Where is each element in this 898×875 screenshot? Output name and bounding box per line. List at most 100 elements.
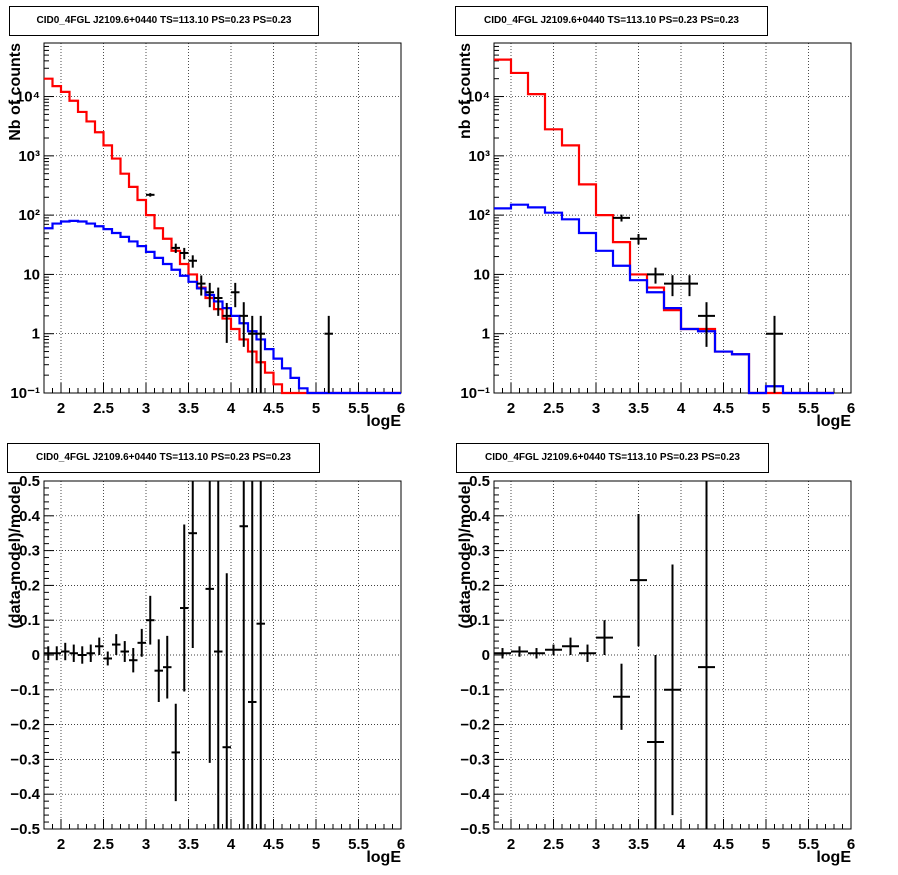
total-model-histogram xyxy=(44,77,401,395)
y-tick-label: 0.3 xyxy=(19,543,40,560)
data-points xyxy=(494,481,715,829)
data-point xyxy=(180,247,189,260)
x-tick-label: 4.5 xyxy=(713,400,734,417)
x-tick-label: 3 xyxy=(592,836,600,853)
data-point xyxy=(171,243,180,253)
data-point xyxy=(146,595,155,645)
data-point xyxy=(630,514,647,647)
data-point xyxy=(163,635,172,699)
y-tick-label: 10² xyxy=(468,207,490,224)
x-axis-label: logE xyxy=(816,849,851,866)
data-point xyxy=(214,481,223,829)
x-tick-label: 4 xyxy=(227,836,236,853)
data-point xyxy=(613,214,630,222)
data-point xyxy=(698,481,715,829)
x-tick-label: 5 xyxy=(762,836,770,853)
y-tick-label: −0.5 xyxy=(10,821,40,838)
data-point xyxy=(681,275,698,297)
component-model-histogram xyxy=(44,219,401,395)
x-tick-label: 4 xyxy=(677,400,686,417)
y-tick-label: 0.4 xyxy=(469,508,491,525)
data-point xyxy=(256,481,265,829)
data-point xyxy=(494,648,511,659)
x-tick-label: 3 xyxy=(142,400,150,417)
y-tick-label: −0.1 xyxy=(10,682,40,699)
y-tick-label: 10³ xyxy=(18,148,40,165)
data-point xyxy=(171,703,180,802)
x-tick-label: 2 xyxy=(57,836,65,853)
data-point xyxy=(613,663,630,730)
data-point xyxy=(69,644,78,662)
x-tick-label: 3.5 xyxy=(628,836,649,853)
x-tick-label: 3 xyxy=(592,400,600,417)
y-tick-label: 0.1 xyxy=(19,612,40,629)
y-tick-label: 0.5 xyxy=(469,473,490,490)
y-tick-label: 10⁻¹ xyxy=(460,385,490,402)
y-tick-label: 10³ xyxy=(468,148,490,165)
data-point xyxy=(197,275,206,296)
x-tick-label: 4.5 xyxy=(263,836,284,853)
y-axis-label: nb of counts xyxy=(457,43,474,139)
x-tick-label: 3.5 xyxy=(178,836,199,853)
x-tick-label: 5.5 xyxy=(348,400,369,417)
y-tick-label: 10 xyxy=(23,266,40,283)
y-tick-label: 0.5 xyxy=(19,473,40,490)
y-tick-label: −0.2 xyxy=(460,717,490,734)
x-axis-label: logE xyxy=(366,849,401,866)
y-tick-label: −0.2 xyxy=(10,717,40,734)
data-point xyxy=(205,481,214,763)
data-points xyxy=(613,214,783,393)
y-axis-label: Nb of counts xyxy=(7,43,24,141)
y-tick-label: −0.1 xyxy=(460,682,490,699)
data-point xyxy=(596,620,613,655)
data-points xyxy=(146,193,333,393)
x-tick-label: 2.5 xyxy=(93,400,114,417)
data-point xyxy=(222,573,231,829)
x-tick-label: 5.5 xyxy=(348,836,369,853)
y-axis-label: (data-model)/model xyxy=(457,481,474,629)
data-point xyxy=(86,644,95,662)
x-tick-label: 4.5 xyxy=(713,836,734,853)
data-point xyxy=(248,481,257,829)
grid xyxy=(44,43,401,393)
y-tick-label: −0.4 xyxy=(10,786,40,803)
data-point xyxy=(664,275,681,297)
data-point xyxy=(214,287,223,316)
x-tick-label: 2 xyxy=(507,836,515,853)
data-point xyxy=(103,651,112,666)
x-tick-label: 6 xyxy=(847,400,855,417)
x-tick-label: 2 xyxy=(507,400,515,417)
data-point xyxy=(698,302,715,347)
y-tick-label: 10 xyxy=(473,266,490,283)
x-tick-label: 5 xyxy=(762,400,770,417)
data-point xyxy=(231,282,240,308)
y-tick-label: 0.2 xyxy=(19,577,40,594)
data-point xyxy=(647,267,664,284)
data-point xyxy=(528,648,545,659)
x-tick-label: 6 xyxy=(397,400,405,417)
data-point xyxy=(239,481,248,829)
grid xyxy=(44,481,401,829)
data-point xyxy=(188,481,197,649)
grid xyxy=(494,43,851,393)
data-point xyxy=(222,302,231,343)
plot-frame xyxy=(43,42,402,394)
data-point xyxy=(61,642,70,661)
x-axis-label: logE xyxy=(816,413,851,430)
y-tick-label: −0.3 xyxy=(460,751,490,768)
data-point xyxy=(248,315,257,393)
data-point xyxy=(78,646,87,664)
x-tick-label: 5 xyxy=(312,400,320,417)
x-tick-label: 3 xyxy=(142,836,150,853)
y-tick-label: 1 xyxy=(32,326,40,343)
panel-4: 2 2.5 3 3.5 4 4.5 5 5.5 6 −0.5 −0.4 −0.3 −0.2 −0.1 0 0.… xyxy=(457,473,855,866)
panel-title: CID0_4FGL J2109.6+0440 TS=113.10 PS=0.23… xyxy=(456,443,769,473)
data-point xyxy=(766,315,783,393)
y-tick-label: 10⁻¹ xyxy=(10,385,40,402)
y-tick-label: 0.3 xyxy=(469,543,490,560)
y-tick-label: −0.4 xyxy=(460,786,490,803)
total-model-histogram xyxy=(494,58,834,395)
panel-1: 2 2.5 3 3.5 4 4.5 5 5.5 6 10⁻¹ 1 10 10² 10³ 10⁴ logE Nb … xyxy=(7,42,405,430)
data-point xyxy=(545,644,562,655)
